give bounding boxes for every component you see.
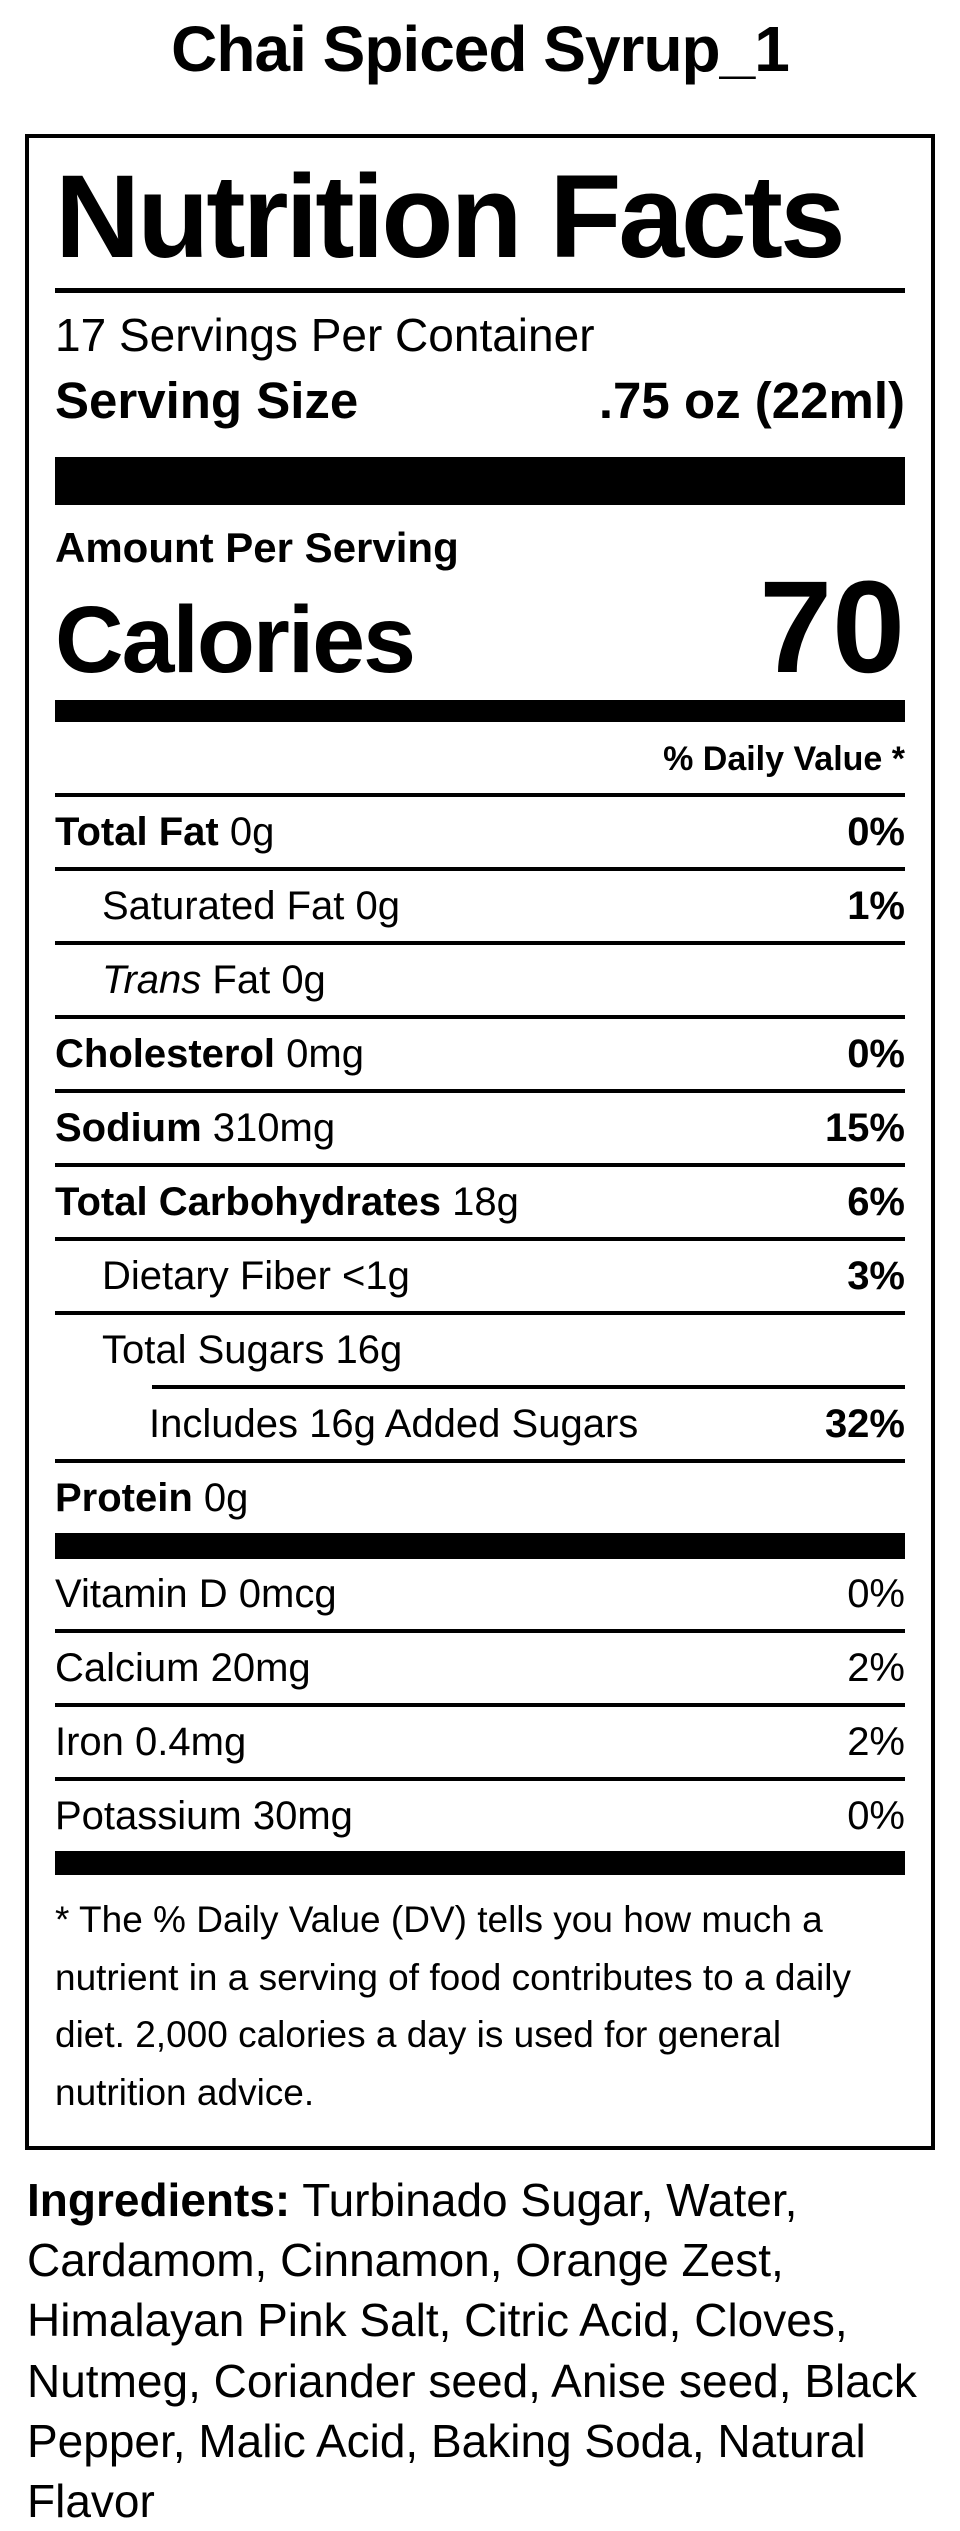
nutrient-row-total-fat: Total Fat 0g 0% (55, 793, 905, 867)
calories-divider (55, 700, 905, 723)
nutrient-name: Sodium (55, 1106, 202, 1151)
nutrition-label-page: { "page_title": "Chai Spiced Syrup_1", "… (25, 13, 935, 2528)
nutrient-dv: 6% (847, 1180, 905, 1225)
nutrient-label: Calcium 20mg (55, 1646, 311, 1691)
serving-size-label: Serving Size (55, 371, 359, 429)
nutrient-row-dietary-fiber: Dietary Fiber <1g 3% (55, 1237, 905, 1311)
nutrient-dv: 0% (847, 810, 905, 855)
nutrient-amount: 0g (203, 1476, 249, 1521)
nutrient-row-added-sugars: Includes 16g Added Sugars 32% (55, 1389, 905, 1459)
nutrient-row-sodium: Sodium 310mg 15% (55, 1089, 905, 1163)
calories-label: Calories (55, 587, 416, 694)
nutrient-label: Cholesterol 0mg (55, 1031, 364, 1077)
nutrient-label: Potassium 30mg (55, 1794, 353, 1839)
ingredients-text: Turbinado Sugar, Water, Cardamom, Cinnam… (27, 2173, 917, 2528)
nutrient-dv: 15% (824, 1106, 905, 1151)
calories-row: Calories 70 (55, 553, 905, 701)
thick-divider-top (55, 456, 905, 505)
nutrient-row-iron: Iron 0.4mg 2% (55, 1703, 905, 1777)
nutrient-dv: 32% (824, 1402, 905, 1447)
nutrient-name: Protein (55, 1476, 193, 1521)
nutrition-facts-panel: Nutrition Facts 17 Servings Per Containe… (25, 134, 935, 2150)
nutrient-label: Saturated Fat 0g (102, 884, 400, 929)
nutrient-row-saturated-fat: Saturated Fat 0g 1% (55, 867, 905, 941)
ingredients-paragraph: Ingredients: Turbinado Sugar, Water, Car… (27, 2170, 930, 2531)
nutrient-label: Sodium 310mg (55, 1105, 335, 1151)
nutrient-row-cholesterol: Cholesterol 0mg 0% (55, 1015, 905, 1089)
nutrient-label: Total Fat 0g (55, 809, 274, 855)
nutrient-amount: 310mg (212, 1106, 336, 1151)
product-title: Chai Spiced Syrup_1 (171, 13, 790, 85)
nutrient-label: Includes 16g Added Sugars (149, 1402, 639, 1447)
nutrient-row-total-carbohydrates: Total Carbohydrates 18g 6% (55, 1163, 905, 1237)
daily-value-footnote: * The % Daily Value (DV) tells you how m… (55, 1899, 851, 2114)
nutrient-name: Total Fat (55, 810, 219, 855)
nutrient-label: Total Carbohydrates 18g (55, 1179, 519, 1225)
nutrient-row-calcium: Calcium 20mg 2% (55, 1629, 905, 1703)
nutrient-label: Vitamin D 0mcg (55, 1572, 337, 1617)
serving-size-value: .75 oz (22ml) (598, 371, 905, 429)
nutrient-amount: 0g (229, 810, 275, 855)
serving-size-row: Serving Size .75 oz (22ml) (55, 369, 905, 433)
nutrient-name: Trans (102, 958, 202, 1003)
nutrient-label: Trans Fat 0g (55, 957, 326, 1003)
nutrient-row-potassium: Potassium 30mg 0% (55, 1777, 905, 1851)
nutrient-row-vitamin-d: Vitamin D 0mcg 0% (55, 1559, 905, 1629)
nutrient-dv: 2% (847, 1646, 905, 1691)
nutrient-name: Total Carbohydrates (55, 1180, 441, 1225)
servings-per-container: 17 Servings Per Container (55, 309, 595, 362)
thick-divider-protein (55, 1533, 905, 1560)
nutrient-label: Protein 0g (55, 1475, 248, 1521)
nutrient-dv: 0% (847, 1794, 905, 1839)
ingredients-label: Ingredients: (27, 2173, 291, 2226)
nutrient-dv: 0% (847, 1032, 905, 1077)
nutrient-row-protein: Protein 0g (55, 1459, 905, 1533)
nutrient-amount: 0mg (286, 1032, 364, 1077)
nutrient-row-total-sugars: Total Sugars 16g (55, 1311, 905, 1385)
daily-value-header: % Daily Value * (663, 740, 905, 779)
nutrient-label: Total Sugars 16g (102, 1328, 403, 1373)
nutrition-facts-heading: Nutrition Facts (55, 151, 846, 284)
nutrient-label: Iron 0.4mg (55, 1720, 247, 1765)
nutrient-dv: 1% (847, 884, 905, 929)
heading-divider (55, 288, 905, 294)
nutrient-dv: 0% (847, 1572, 905, 1617)
amount-per-serving-label: Amount Per Serving (55, 523, 459, 571)
nutrient-label: Dietary Fiber <1g (102, 1254, 410, 1299)
thick-divider-bottom (55, 1851, 905, 1876)
added-sugars-divider (152, 1385, 905, 1390)
nutrient-dv: 2% (847, 1720, 905, 1765)
nutrient-name: Cholesterol (55, 1032, 276, 1077)
calories-value: 70 (759, 553, 905, 701)
nutrient-row-trans-fat: Trans Fat 0g (55, 941, 905, 1015)
nutrient-amount: 18g (452, 1180, 519, 1225)
nutrient-amount: Fat 0g (212, 958, 326, 1003)
nutrient-dv: 3% (847, 1254, 905, 1299)
